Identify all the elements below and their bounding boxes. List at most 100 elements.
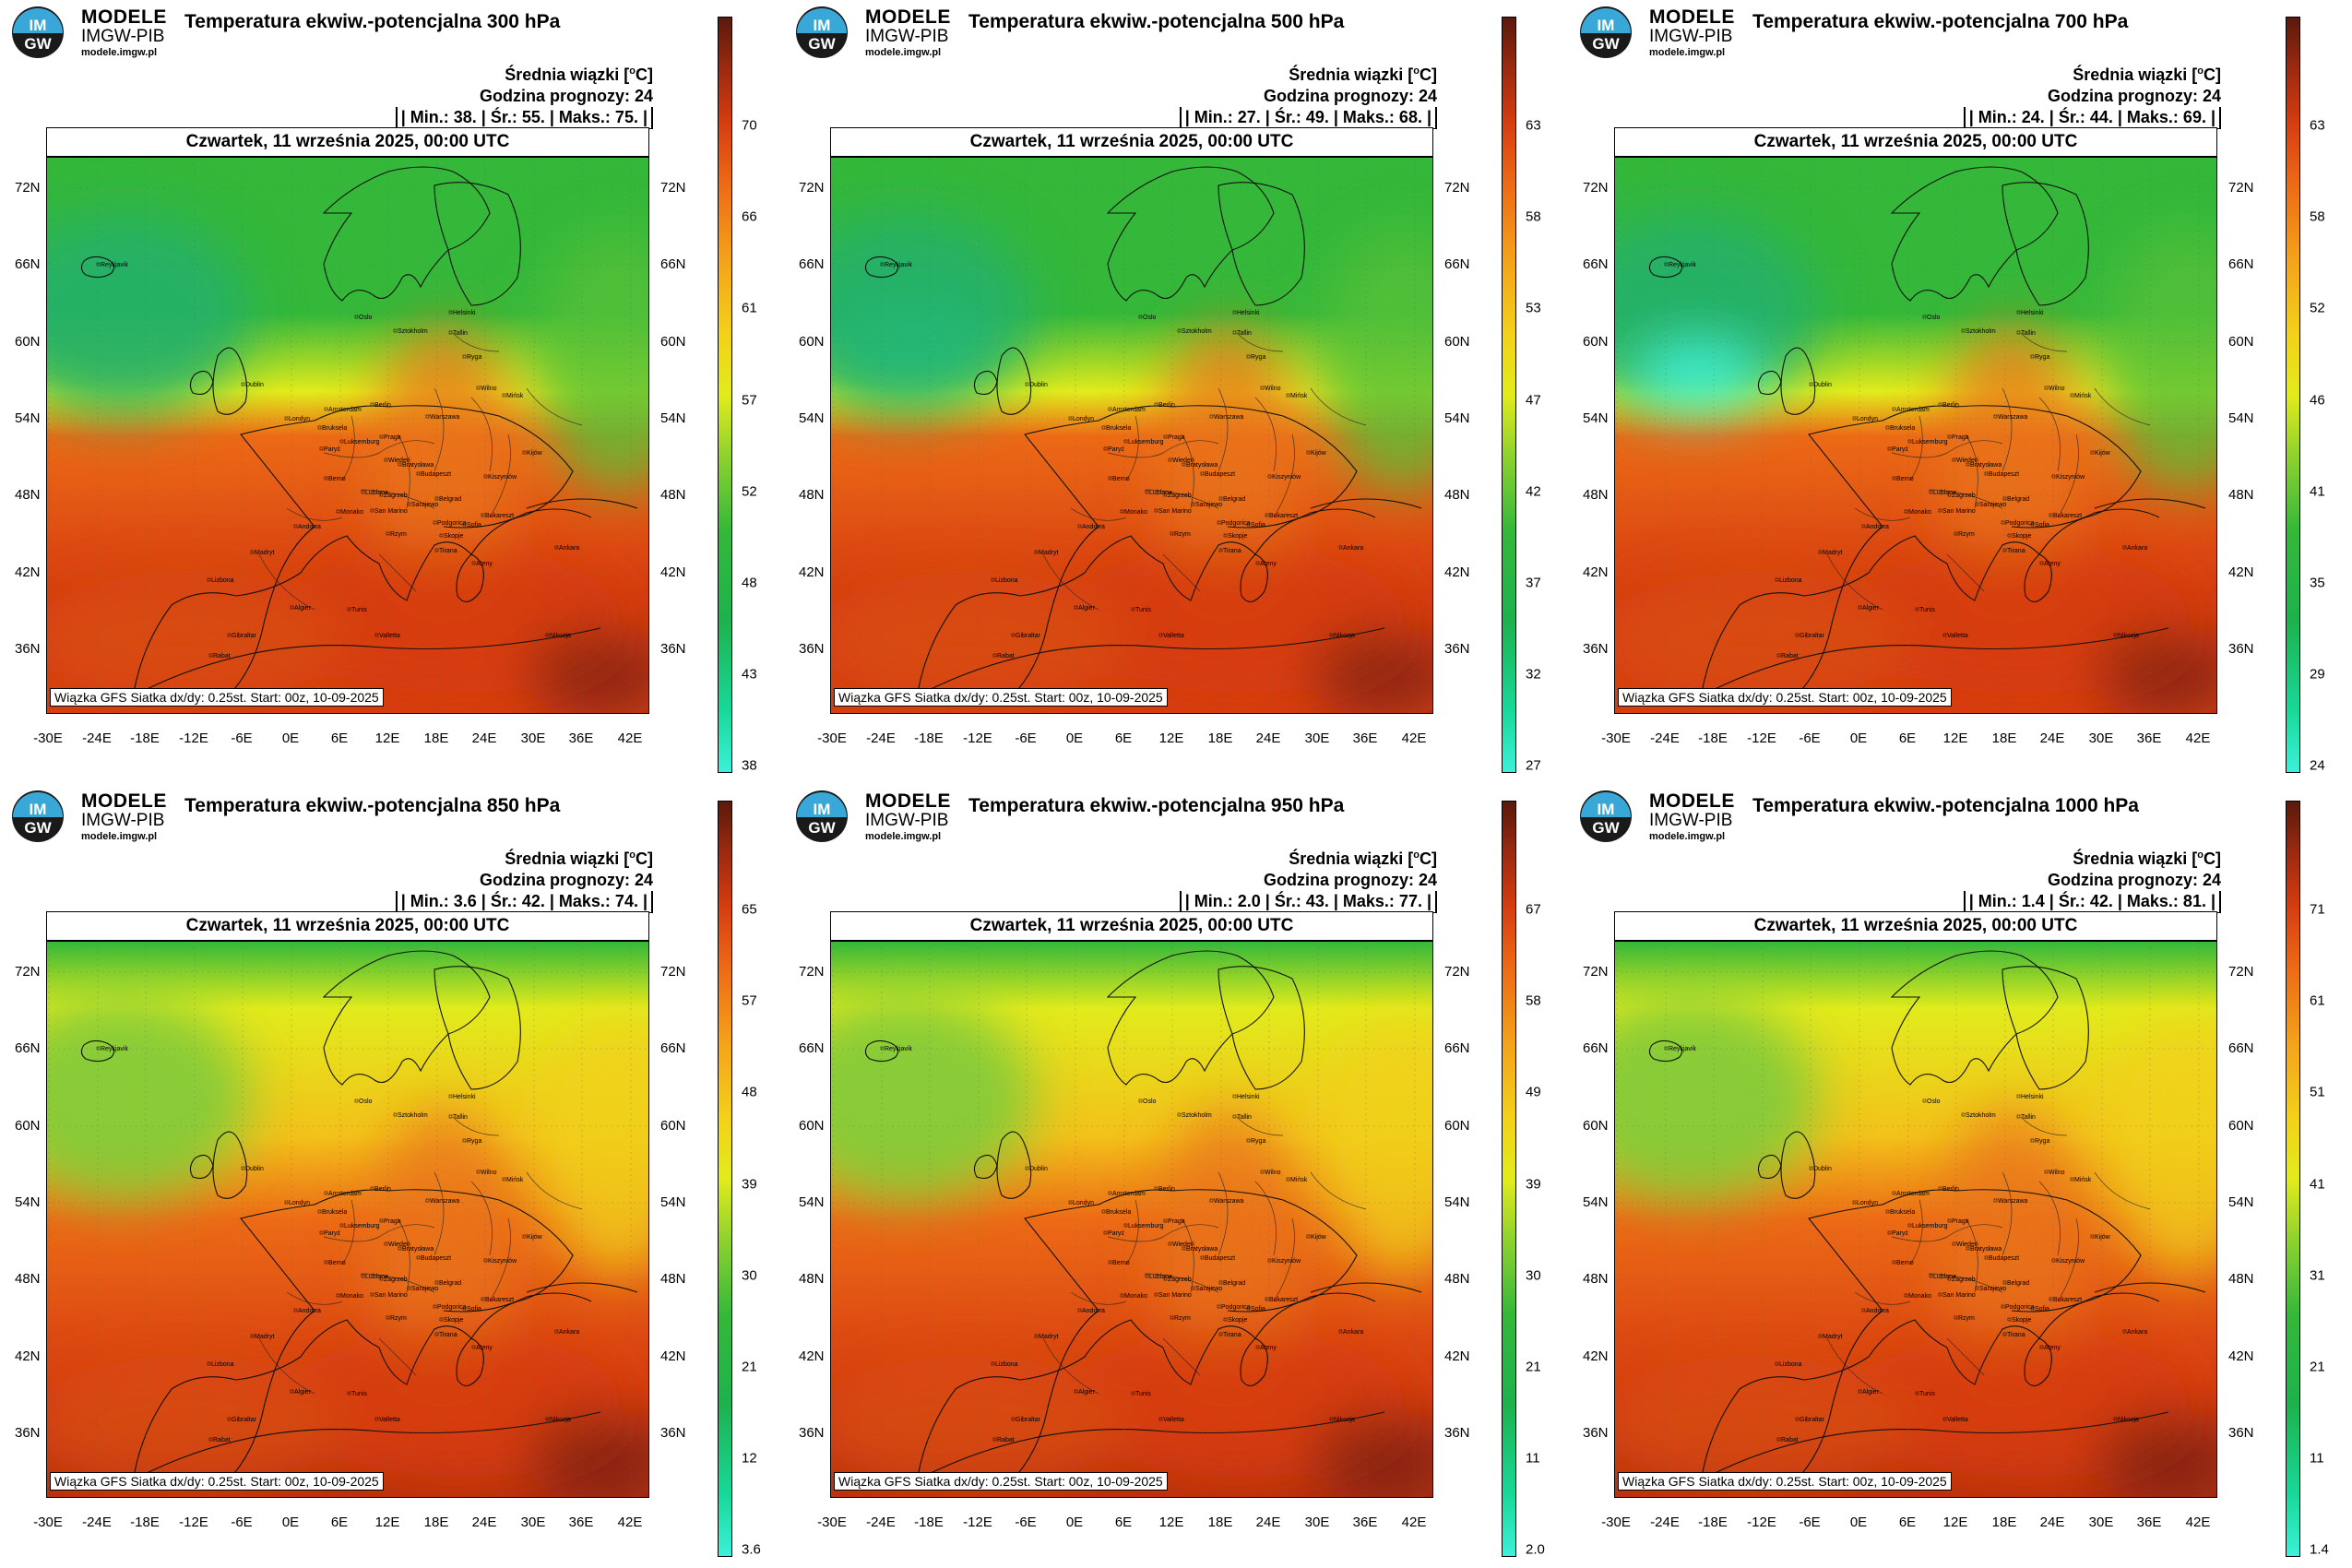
lat-label-left: 36N: [15, 641, 41, 657]
info-unit-degree: o: [1413, 65, 1420, 77]
lat-label-right: 60N: [2228, 1118, 2254, 1134]
lon-label: -30E: [33, 731, 63, 746]
lon-label: 42E: [1401, 731, 1427, 746]
lon-label: 36E: [568, 731, 594, 746]
lon-label: -12E: [1747, 731, 1776, 746]
city-label: Berno: [328, 1260, 346, 1266]
svg-text:GW: GW: [808, 819, 836, 837]
lon-label: 42E: [2185, 1515, 2211, 1530]
lon-label: -18E: [130, 1515, 160, 1530]
city-label: Oslo: [1143, 315, 1157, 321]
country-borders: [1826, 332, 2151, 611]
lat-label-right: 60N: [1444, 1118, 1470, 1134]
city-label: Reykjavik: [101, 1046, 128, 1052]
city-label: Madryt: [255, 1334, 274, 1340]
city-label: Reykjavik: [1669, 1046, 1696, 1052]
svg-text:GW: GW: [808, 35, 836, 53]
city-label: Sofia: [1251, 522, 1265, 529]
lat-label-right: 36N: [660, 1425, 686, 1441]
city-label: Paryż: [1892, 446, 1908, 453]
ensemble-info: Średnia wiązki [oC] Godzina prognozy: 24 |…: [395, 61, 653, 129]
city-label: Tunis: [351, 607, 367, 613]
city-label: Rzym: [1958, 1315, 1975, 1322]
colorbar-tick: 37: [1526, 575, 1541, 591]
lat-label-left: 36N: [799, 1425, 825, 1441]
colorbar-tick: 30: [742, 1267, 757, 1284]
valid-date: Czwartek, 11 września 2025, 00:00 UTC: [46, 127, 649, 157]
lat-label-right: 36N: [1444, 641, 1470, 657]
city-label: Gibraltar: [232, 1417, 257, 1423]
country-borders: [1042, 332, 1367, 611]
city-label: Bratysława: [1970, 462, 2002, 469]
lat-label-left: 48N: [1583, 1271, 1609, 1287]
lon-label: -18E: [914, 731, 944, 746]
lon-label: -18E: [130, 731, 160, 746]
city-label: Madryt: [1039, 1334, 1058, 1340]
graticule: [831, 942, 1432, 1497]
city-label: Kijów: [527, 1234, 543, 1241]
city-label: Warszawa: [1214, 1198, 1244, 1205]
city-label: Gibraltar: [232, 633, 257, 639]
city-label: Podgorica: [2005, 520, 2035, 527]
lon-label: 30E: [520, 731, 546, 746]
city-label: Nikozja: [550, 633, 571, 639]
ensemble-info: Średnia wiązki [oC] Godzina prognozy: 24 |…: [395, 845, 653, 913]
city-label: Bruksela: [1890, 425, 1915, 432]
logo-line2: IMGW-PIB: [865, 811, 949, 830]
temperature-field: Reykjavik Oslo Sztokholm Helsinki Tallin Ryga…: [831, 942, 1432, 1497]
lon-label: -30E: [1601, 1515, 1631, 1530]
ensemble-footer: Wiązka GFS Siatka dx/dy: 0.25st. Start: …: [834, 688, 1168, 707]
colorbar-tick: 61: [742, 300, 757, 316]
city-label: Reykjavik: [1669, 262, 1696, 268]
lat-label-left: 42N: [1583, 1348, 1609, 1364]
logo-line2: IMGW-PIB: [865, 27, 949, 46]
lon-label: -6E: [231, 731, 253, 746]
city-label: Sarajewo: [411, 502, 438, 508]
svg-text:GW: GW: [1592, 819, 1620, 837]
lon-label: -12E: [1747, 1515, 1776, 1530]
city-label: Sarajewo: [1979, 502, 2006, 508]
lon-label: 12E: [1942, 1515, 1968, 1530]
logo-url: modele.imgw.pl: [865, 47, 942, 58]
lon-label: 0E: [281, 731, 300, 746]
city-label: Monako: [1124, 509, 1147, 516]
lat-label-left: 42N: [799, 564, 825, 580]
city-label: Dublin: [1029, 382, 1048, 388]
city-label: Budapeszt: [421, 1255, 451, 1262]
city-label: Tallin: [2021, 330, 2036, 337]
city-label: Bruksela: [1106, 1209, 1131, 1216]
lat-label-left: 60N: [799, 1118, 825, 1134]
lat-label-left: 60N: [1583, 1118, 1609, 1134]
lat-label-left: 72N: [15, 964, 41, 980]
lat-label-right: 48N: [2228, 1271, 2254, 1287]
lat-label-right: 66N: [1444, 256, 1470, 272]
imgw-logo: IM GW MODELE IMGW-PIB modele.imgw.pl: [1579, 790, 1736, 845]
city-label: Londyn: [289, 1200, 310, 1206]
city-label: Mińsk: [1290, 393, 1308, 399]
colorbar-tick: 41: [2310, 483, 2325, 500]
city-label: Valletta: [1947, 633, 1968, 639]
ensemble-footer: Wiązka GFS Siatka dx/dy: 0.25st. Start: …: [1618, 1472, 1952, 1491]
colorbar-tick: 57: [742, 392, 757, 409]
city-label: San Marino: [374, 508, 408, 515]
colorbar-tick: 11: [2310, 1450, 2324, 1467]
city-label: Luksemburg: [1128, 439, 1164, 445]
colorbar-tick: 30: [1526, 1267, 1541, 1284]
city-label: Reykjavik: [885, 262, 912, 268]
forecast-hour: Godzina prognozy: 24: [2047, 871, 2221, 889]
svg-text:IM: IM: [1598, 17, 1615, 34]
city-label: Dublin: [245, 382, 264, 388]
city-label: Tallin: [1237, 1114, 1252, 1121]
country-borders: [258, 1116, 583, 1395]
lat-label-left: 48N: [15, 487, 41, 503]
city-label: Sofia: [2035, 522, 2049, 529]
imgw-logo: IM GW MODELE IMGW-PIB modele.imgw.pl: [795, 6, 952, 61]
city-label: Kijów: [2095, 450, 2111, 457]
city-label: Ateny: [1260, 1345, 1277, 1351]
city-label: Sarajewo: [411, 1286, 438, 1292]
city-label: Belgrad: [2007, 1280, 2029, 1287]
graticule: [1615, 158, 2216, 713]
europe-map: Reykjavik Oslo Sztokholm Helsinki Tallin Ryga…: [830, 157, 1433, 714]
city-label: Praga: [384, 434, 401, 441]
lat-label-left: 48N: [799, 1271, 825, 1287]
